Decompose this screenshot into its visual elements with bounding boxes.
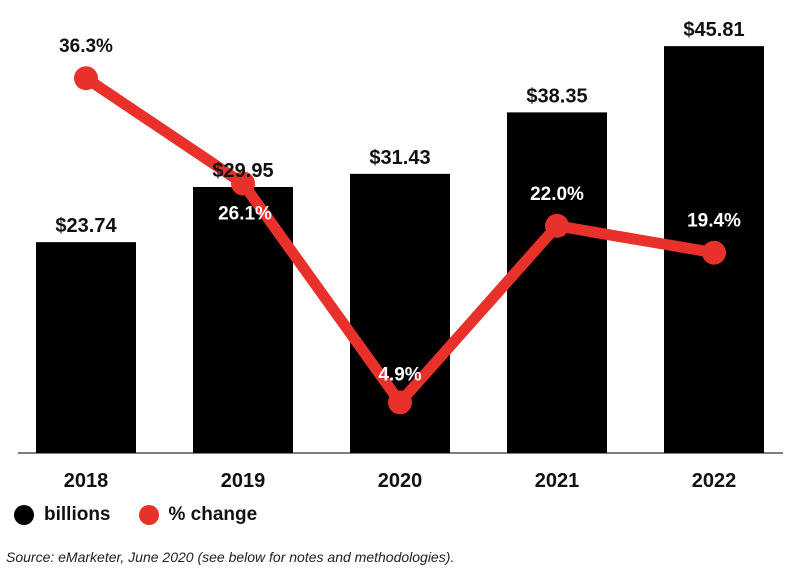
x-tick-label-2020: 2020 xyxy=(378,470,423,492)
change-point-2020 xyxy=(388,390,412,415)
change-point-2022 xyxy=(702,240,726,265)
chart-area: $23.74 2018 $29.95 2019 $31.43 2020 $38.35 2021… xyxy=(18,19,783,492)
bar-2018 xyxy=(36,242,136,453)
bar-value-label-2019: $29.95 xyxy=(212,160,273,182)
change-label-2022: 19.4% xyxy=(687,211,741,232)
change-point-2021 xyxy=(545,213,569,238)
legend-label-change: % change xyxy=(168,504,258,525)
legend: billions % change xyxy=(14,504,285,526)
change-label-2021: 22.0% xyxy=(530,184,584,205)
change-point-2019 xyxy=(231,171,255,196)
bar-value-label-2022: $45.81 xyxy=(683,19,744,41)
labels-layer: $23.74 2018 $29.95 2019 $31.43 2020 $38.35 2021… xyxy=(55,19,744,492)
bar-value-label-2020: $31.43 xyxy=(369,147,430,169)
legend-item-change: % change xyxy=(138,504,258,526)
source-note: Source: eMarketer, June 2020 (see below … xyxy=(6,549,455,565)
bar-value-label-2021: $38.35 xyxy=(526,85,587,107)
x-tick-label-2021: 2021 xyxy=(535,470,580,492)
bar-value-label-2018: $23.74 xyxy=(55,215,117,237)
legend-swatch-change xyxy=(138,505,159,525)
change-label-2018: 36.3% xyxy=(59,36,113,57)
legend-item-billions: billions xyxy=(14,504,111,526)
x-tick-label-2022: 2022 xyxy=(692,470,737,492)
x-tick-label-2019: 2019 xyxy=(221,470,266,492)
change-point-2018 xyxy=(74,66,98,91)
line-layer xyxy=(74,66,726,415)
x-tick-label-2018: 2018 xyxy=(64,470,109,492)
legend-label-billions: billions xyxy=(44,504,111,525)
change-label-2019: 26.1% xyxy=(218,204,272,225)
bar-2021 xyxy=(507,112,607,454)
change-label-2020: 4.9% xyxy=(378,364,421,385)
legend-swatch-billions xyxy=(14,505,34,525)
